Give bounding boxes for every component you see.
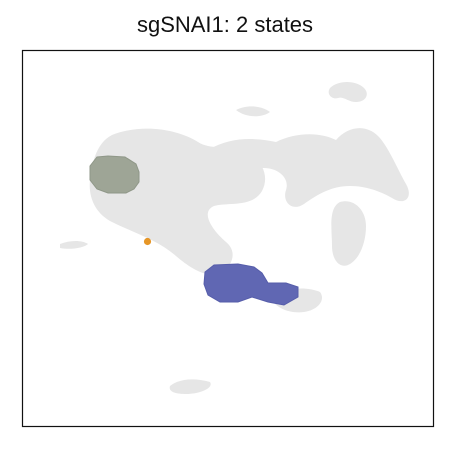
background-cluster-upper-ring	[328, 82, 367, 102]
background-cells	[60, 82, 409, 394]
background-cluster-top-small	[236, 106, 270, 117]
state-cluster-olive	[89, 155, 140, 194]
chart-title: sgSNAI1: 2 states	[136, 12, 314, 37]
background-cluster-upper-arc	[203, 128, 409, 207]
plot-frame	[21, 49, 435, 428]
state-point-orange	[143, 237, 152, 246]
state-cluster-blue	[203, 263, 299, 306]
background-cluster-left-strip	[60, 241, 88, 249]
background-cluster-right-lobe	[331, 201, 366, 266]
background-cluster-bottom	[169, 379, 211, 394]
